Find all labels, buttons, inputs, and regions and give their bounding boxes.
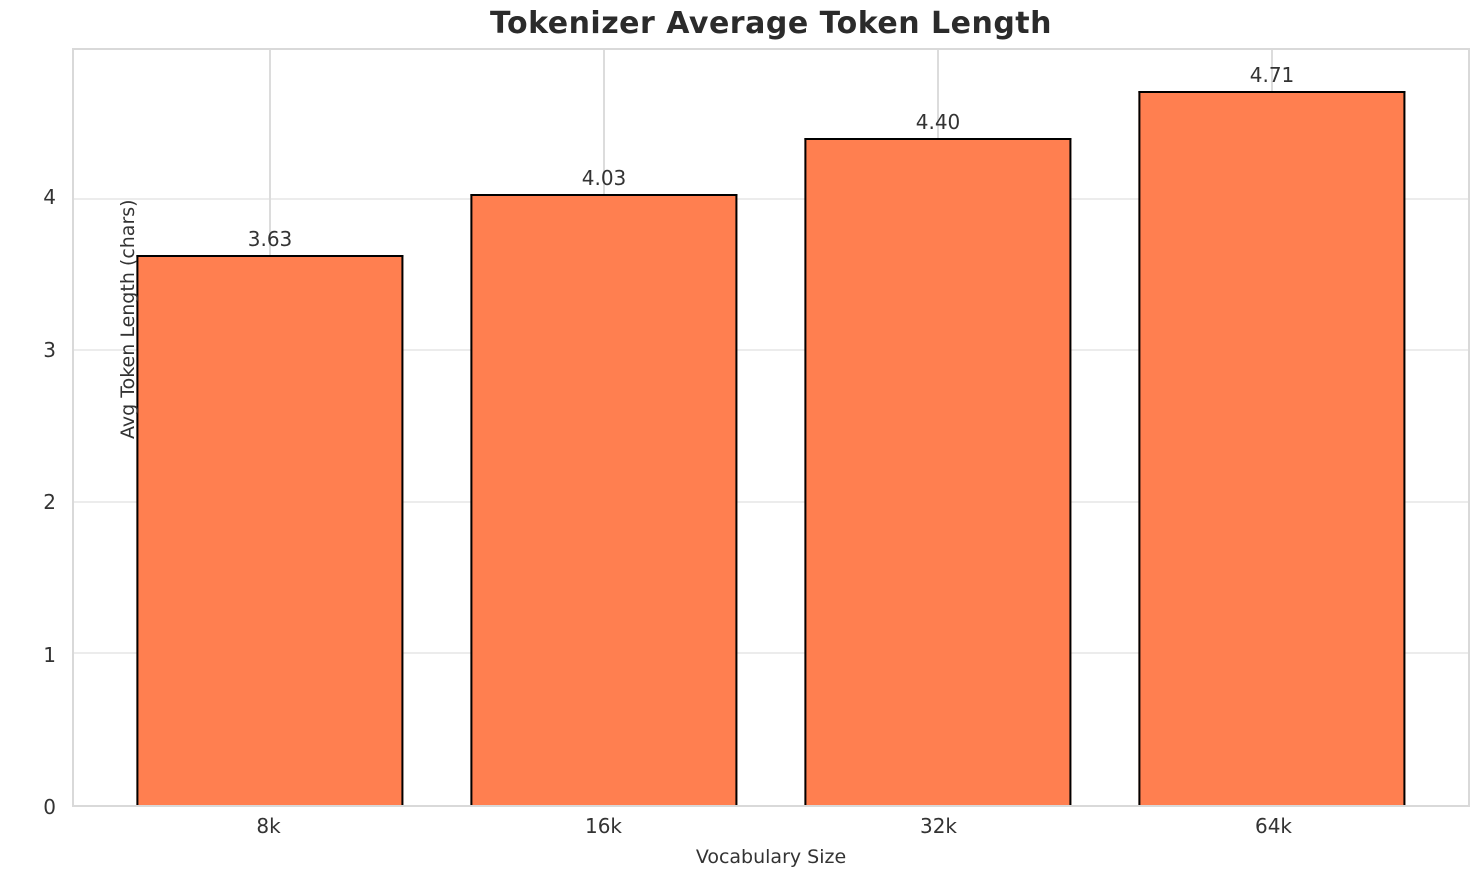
plot-area: 3.63 4.03 4.40 4.71 xyxy=(72,48,1470,807)
y-axis-label: Avg Token Length (chars) xyxy=(116,199,139,439)
y-tick-label: 0 xyxy=(43,795,56,819)
bar-16k xyxy=(470,194,738,805)
x-axis-label: Vocabulary Size xyxy=(695,846,847,868)
x-axis-tick-labels: 8k 16k 32k 64k xyxy=(72,814,1470,842)
bar-64k xyxy=(1138,90,1406,805)
y-tick-label: 1 xyxy=(43,642,56,667)
bar-value-label: 4.03 xyxy=(581,166,627,191)
bar-slot: 3.63 xyxy=(103,50,437,805)
bar-value-label: 3.63 xyxy=(247,226,293,251)
y-tick-label: 2 xyxy=(43,490,56,515)
x-tick-label: 32k xyxy=(919,814,958,838)
x-tick-label: 16k xyxy=(584,814,623,838)
bar-slot: 4.71 xyxy=(1105,50,1439,805)
bar-8k xyxy=(136,254,404,805)
bar-value-label: 4.40 xyxy=(915,109,961,134)
bar-value-label: 4.71 xyxy=(1249,62,1295,87)
y-tick-label: 3 xyxy=(43,337,56,362)
horizontal-grid-line xyxy=(74,197,1468,200)
x-tick-label: 8k xyxy=(256,814,281,838)
horizontal-grid-line xyxy=(74,500,1468,503)
x-tick-label: 64k xyxy=(1254,814,1293,838)
y-axis-tick-labels: 0 1 2 3 4 xyxy=(0,48,62,819)
bar-slot: 4.40 xyxy=(771,50,1105,805)
chart-title: Tokenizer Average Token Length xyxy=(489,6,1052,41)
horizontal-grid-line xyxy=(74,349,1468,352)
bar-32k xyxy=(804,137,1072,805)
bars-layer: 3.63 4.03 4.40 4.71 xyxy=(74,50,1468,805)
bar-slot: 4.03 xyxy=(437,50,771,805)
y-tick-label: 4 xyxy=(43,185,56,210)
horizontal-grid-line xyxy=(74,652,1468,655)
